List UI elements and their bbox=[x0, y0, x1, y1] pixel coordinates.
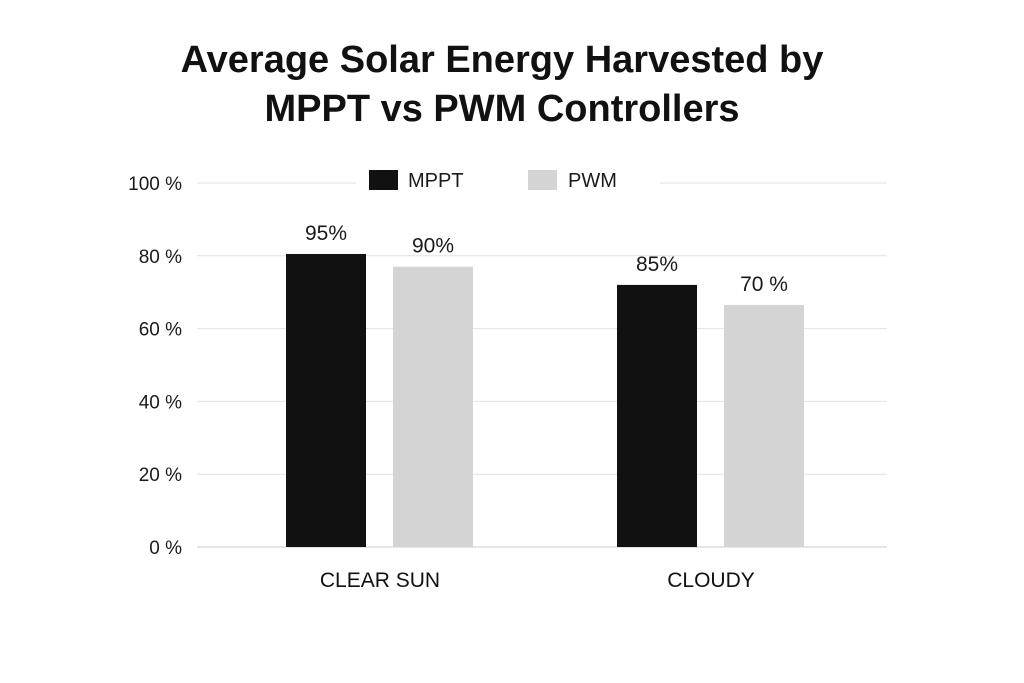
bar-pwm-1 bbox=[724, 304, 804, 547]
legend-swatch-pwm bbox=[528, 170, 557, 190]
bars bbox=[286, 253, 804, 548]
bar-pwm-0 bbox=[393, 266, 473, 547]
x-axis-category-labels: CLEAR SUN CLOUDY bbox=[320, 569, 755, 592]
data-label: 90% bbox=[412, 235, 454, 258]
legend-background bbox=[356, 165, 660, 197]
data-label: 70 % bbox=[740, 273, 788, 296]
category-label: CLOUDY bbox=[667, 569, 755, 592]
legend-swatch-mppt bbox=[369, 170, 398, 190]
bar-mppt-1 bbox=[617, 284, 697, 547]
bar-mppt-0 bbox=[286, 253, 366, 548]
legend-label-pwm: PWM bbox=[568, 170, 617, 192]
y-tick-label: 40 % bbox=[139, 392, 182, 413]
category-label: CLEAR SUN bbox=[320, 569, 440, 592]
legend-label-mppt: MPPT bbox=[408, 170, 464, 192]
chart-title: Average Solar Energy Harvested by MPPT v… bbox=[0, 36, 1004, 134]
legend: MPPT PWM bbox=[356, 165, 660, 197]
chart-title-line-1: Average Solar Energy Harvested by bbox=[180, 39, 824, 81]
y-tick-label: 80 % bbox=[139, 247, 182, 268]
y-tick-label: 100 % bbox=[128, 174, 182, 195]
data-label: 85% bbox=[636, 253, 678, 276]
y-tick-label: 60 % bbox=[139, 320, 182, 341]
y-axis-tick-labels: 0 % 20 % 40 % 60 % 80 % 100 % bbox=[128, 174, 182, 559]
data-labels: 95% 90% 85% 70 % bbox=[305, 222, 788, 296]
y-tick-label: 20 % bbox=[139, 465, 182, 486]
chart-title-line-2: MPPT vs PWM Controllers bbox=[264, 88, 740, 130]
y-tick-label: 0 % bbox=[149, 538, 182, 559]
data-label: 95% bbox=[305, 222, 347, 245]
